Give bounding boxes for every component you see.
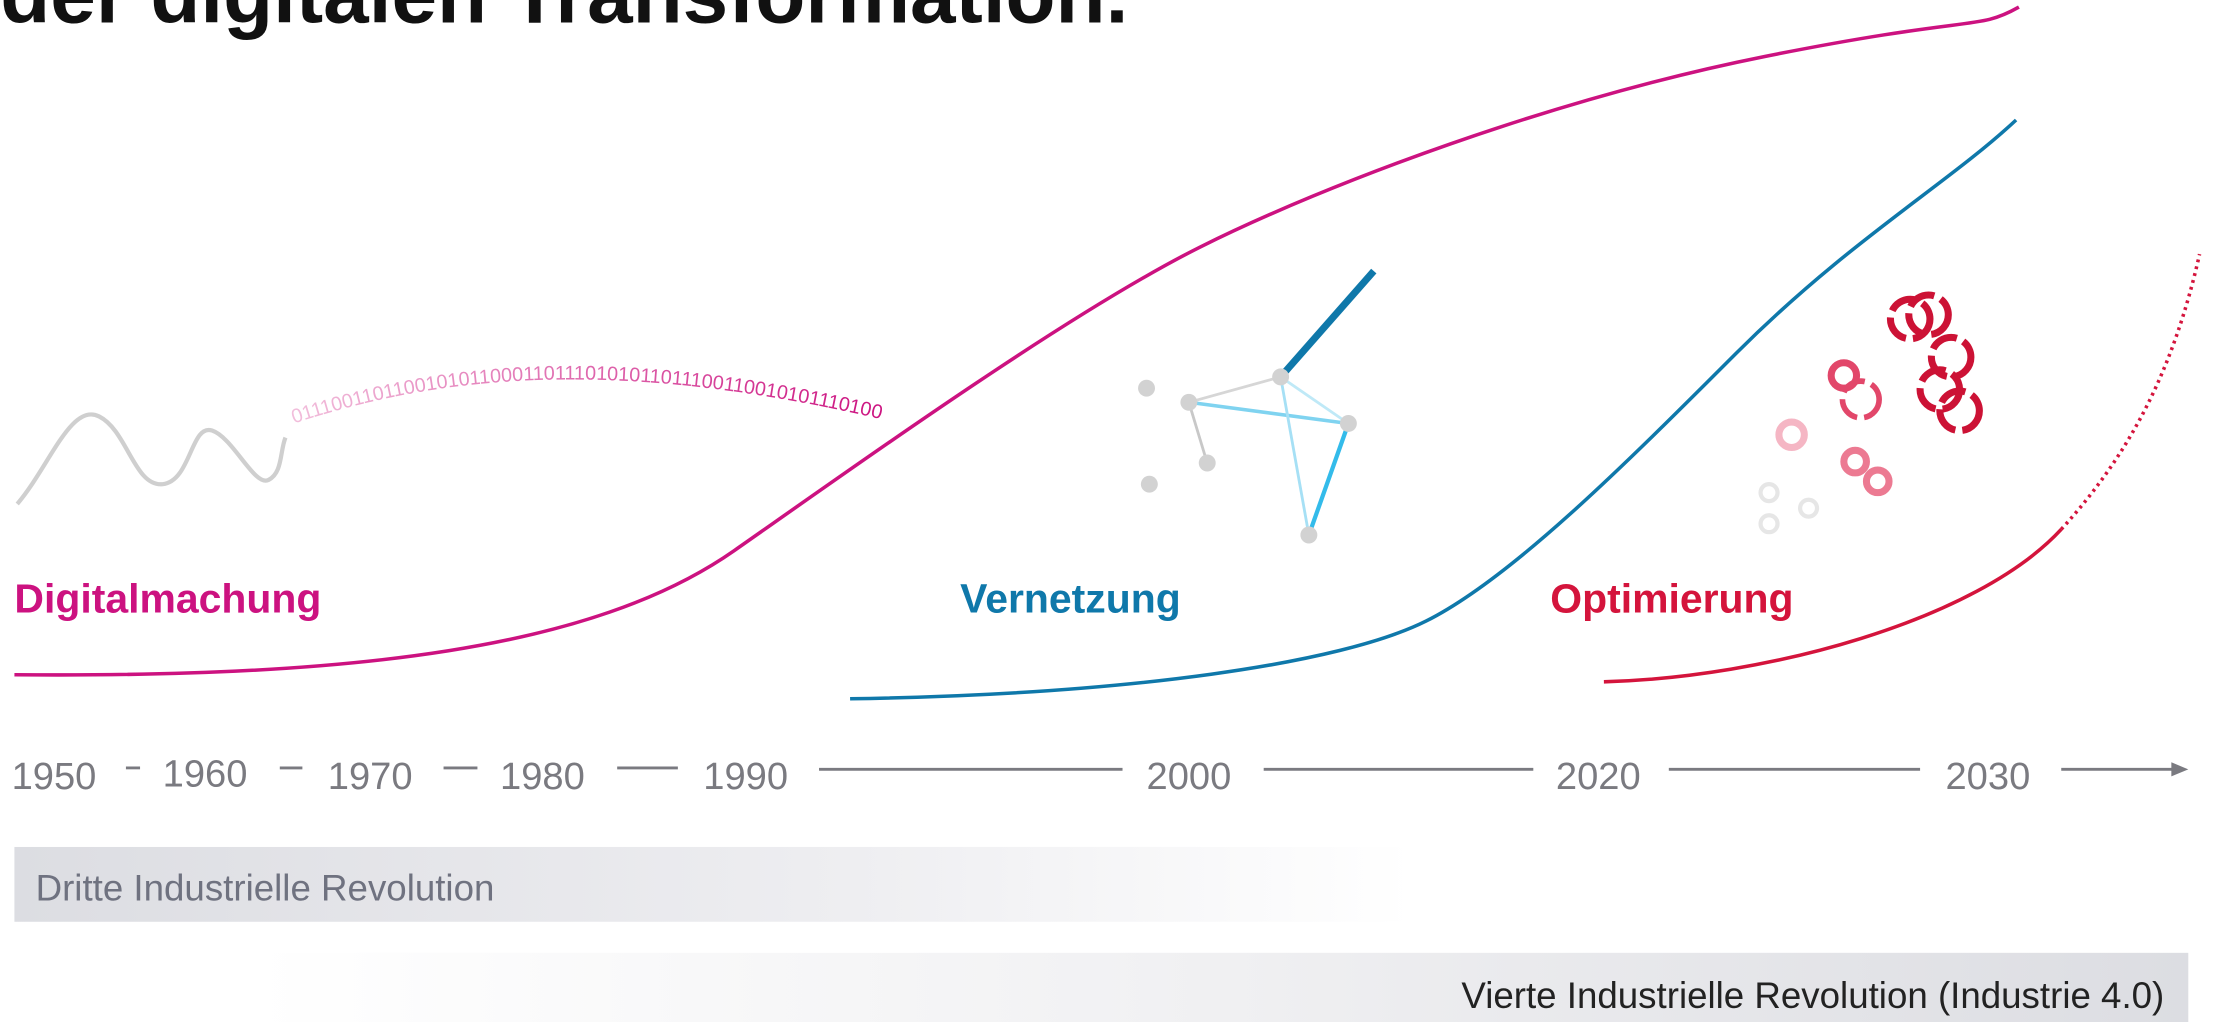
phase-label: Digitalmachung (14, 576, 321, 622)
year: 1950 (12, 756, 97, 798)
phase-label: Optimierung (1550, 576, 1793, 622)
year: 1970 (328, 756, 413, 798)
curve-future (2061, 254, 2199, 529)
phase-label: Vernetzung (960, 576, 1181, 622)
year: 1980 (500, 756, 585, 798)
year: 2000 (1147, 756, 1232, 798)
revolution-label: Vierte Industrielle Revolution (Industri… (1461, 975, 2164, 1016)
binary-text: 0111001101100101011000110111010101101110… (289, 362, 885, 428)
binary-path: 0111001101100101011000110111010101101110… (289, 362, 885, 428)
year: 1960 (163, 753, 248, 795)
revolution-label: Dritte Industrielle Revolution (36, 868, 495, 909)
page: der digitalen Transformation. 0111001101… (0, 0, 2214, 1022)
analog-wave (17, 414, 285, 504)
year: 1990 (703, 756, 788, 798)
infographic: der digitalen Transformation. 0111001101… (0, 0, 2214, 1022)
year: 2020 (1556, 756, 1641, 798)
year: 2030 (1945, 756, 2030, 798)
timeline-arrow (2171, 762, 2188, 776)
rings-icon (1761, 295, 1980, 532)
network-icon (1138, 271, 1374, 543)
title: der digitalen Transformation. (0, 0, 1128, 41)
